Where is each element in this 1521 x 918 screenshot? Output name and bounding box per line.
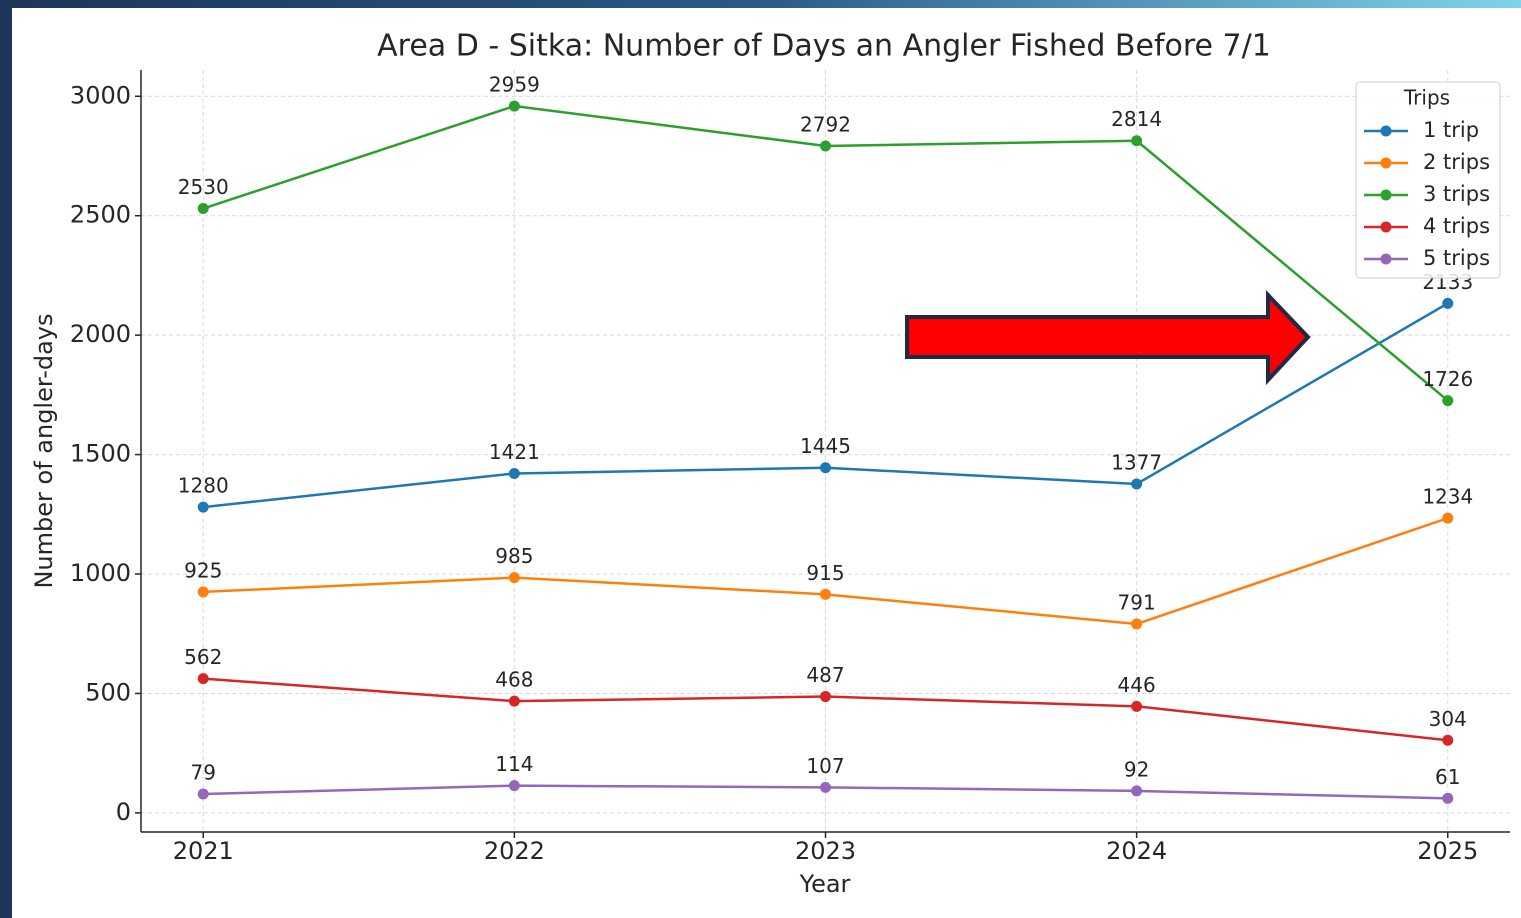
data-label: 2959	[489, 73, 540, 97]
legend-label: 5 trips	[1423, 246, 1490, 270]
data-label: 562	[184, 645, 222, 669]
data-label: 2814	[1111, 107, 1162, 131]
x-tick-label: 2025	[1417, 837, 1478, 865]
data-label: 114	[495, 752, 533, 776]
data-label: 1445	[800, 434, 851, 458]
grid: 0 500 1000 1500 2000 2500 3000 2021 2022 2023 2024…	[70, 70, 1510, 865]
point	[820, 140, 831, 152]
data-label: 925	[184, 558, 222, 582]
arrow	[905, 290, 1311, 386]
x-axis-label: Year	[799, 870, 851, 898]
legend-marker	[1380, 189, 1392, 201]
x-tick-label: 2021	[173, 837, 234, 865]
panel	[12, 8, 1521, 918]
point	[1442, 395, 1454, 407]
legend-label: 4 trips	[1423, 214, 1490, 238]
data-label: 1726	[1422, 367, 1473, 391]
point	[1442, 792, 1454, 804]
point	[820, 781, 831, 793]
legend-marker	[1380, 253, 1392, 265]
x-tick-label: 2024	[1106, 837, 1167, 865]
data-label: 1377	[1111, 450, 1162, 474]
legend-marker	[1380, 157, 1392, 169]
point	[1131, 700, 1143, 712]
data-label: 1280	[178, 474, 229, 498]
point	[1442, 512, 1454, 524]
y-axis-label: Number of angler-days	[30, 313, 58, 588]
data-label: 985	[495, 544, 533, 568]
data-label: 92	[1124, 757, 1149, 781]
data-label: 107	[806, 754, 844, 778]
y-tick-label: 1000	[70, 559, 131, 587]
legend-marker	[1380, 221, 1392, 233]
point	[1131, 785, 1143, 797]
legend: Trips 1 trip 2 trips 3 trips 4 trips 5 trips	[1355, 81, 1501, 279]
y-tick-label: 500	[85, 678, 131, 706]
data-label: 79	[191, 761, 216, 785]
point	[1131, 135, 1143, 147]
point	[820, 691, 831, 703]
data-label: 61	[1435, 765, 1460, 789]
data-label: 2792	[800, 112, 851, 136]
point	[820, 588, 831, 600]
data-label: 1421	[489, 440, 540, 464]
legend-label: 3 trips	[1423, 182, 1490, 206]
data-label: 2530	[178, 175, 229, 199]
legend-label: 1 trip	[1423, 118, 1479, 142]
point	[508, 695, 520, 707]
y-tick-label: 3000	[70, 81, 131, 109]
point	[508, 100, 520, 112]
y-tick-label: 1500	[70, 440, 131, 468]
y-tick-label: 2500	[70, 201, 131, 229]
data-label: 304	[1429, 707, 1467, 731]
data-label: 468	[495, 668, 533, 692]
data-label: 487	[806, 663, 844, 687]
legend-title: Trips	[1403, 86, 1450, 110]
legend-marker	[1380, 125, 1392, 137]
y-tick-label: 0	[116, 798, 131, 826]
point	[820, 462, 831, 474]
point	[508, 467, 520, 479]
x-tick-label: 2022	[484, 837, 545, 865]
data-label: 446	[1118, 673, 1156, 697]
data-label: 915	[806, 561, 844, 585]
point	[197, 586, 209, 598]
point	[1131, 478, 1143, 490]
point	[1131, 618, 1143, 630]
data-label: 791	[1118, 590, 1156, 614]
point	[1442, 297, 1454, 309]
x-tick-label: 2023	[795, 837, 856, 865]
point	[508, 780, 520, 792]
point	[197, 501, 209, 513]
y-tick-label: 2000	[70, 320, 131, 348]
point	[197, 788, 209, 800]
legend-label: 2 trips	[1423, 150, 1490, 174]
point	[508, 572, 520, 584]
chart-title: Area D - Sitka: Number of Days an Angler…	[377, 29, 1271, 64]
point	[197, 673, 209, 685]
point	[1442, 734, 1454, 746]
point	[197, 203, 209, 215]
data-label: 1234	[1422, 485, 1473, 509]
